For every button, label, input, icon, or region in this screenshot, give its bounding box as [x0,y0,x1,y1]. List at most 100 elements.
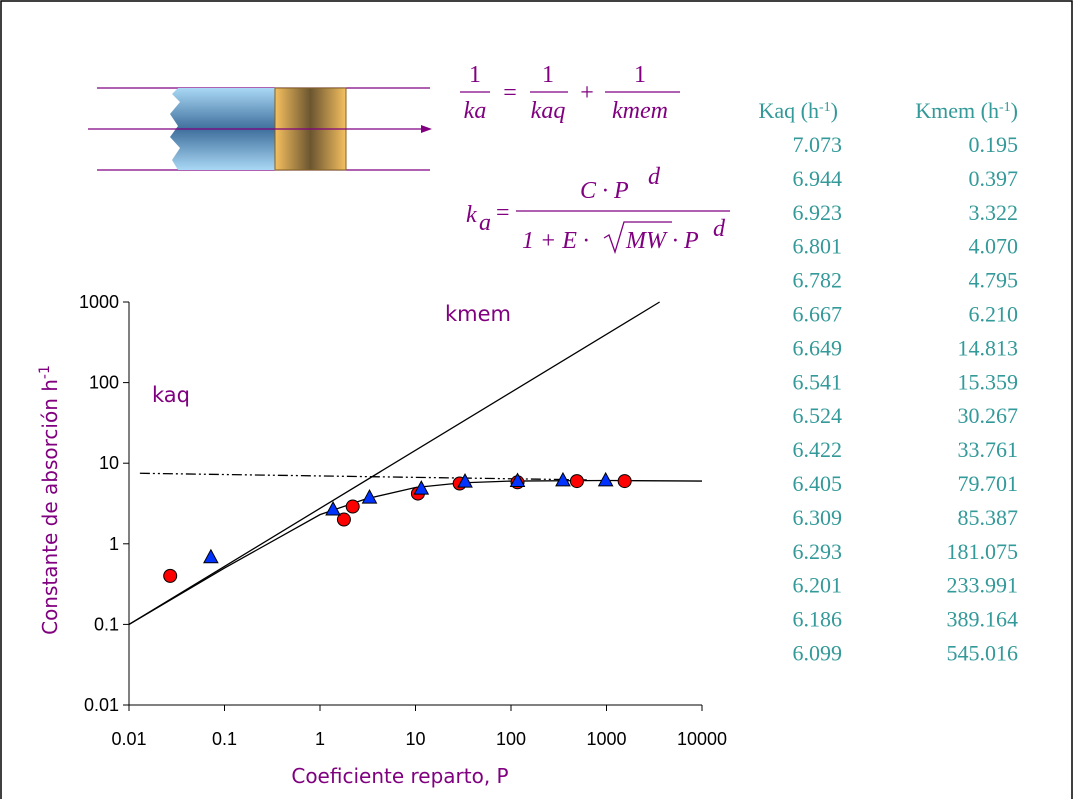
lhs: k [466,202,477,228]
table-cell: 15.359 [958,369,1019,394]
operator: = [503,80,517,106]
table-cell: 6.667 [793,302,843,327]
table-cell: 79.701 [958,471,1019,496]
numerator: 1 [469,62,481,88]
point [555,471,571,487]
table-cell: 6.099 [793,641,843,666]
y-axis-title: Constante de absorción h-1 [37,365,62,635]
table-cell: 6.405 [793,471,843,496]
header-part: ) [831,98,838,123]
x-tick-label: 1 [315,729,325,749]
x-tick-label: 0.01 [111,729,146,749]
table-cell: 14.813 [958,335,1019,360]
table-cell: 6.923 [793,200,843,225]
table-cell: 6.201 [793,573,843,598]
line-series [128,301,660,625]
lhs-sub: a [479,210,491,236]
x-tick-label: 10 [405,729,425,749]
chart: 0.01 0.1 1 10 100 1000 0.01 0.1 1 10 100 1000 10000 C… [37,292,727,788]
operator: + [580,80,594,106]
table-cell: 4.070 [969,234,1019,259]
y-tick-label: 1000 [79,292,119,312]
den-root: MW [625,228,668,254]
x-tick-label: 10000 [677,729,727,749]
table-cell: 7.073 [793,132,843,157]
table-cell: 0.397 [969,166,1019,191]
table-cell: 0.195 [969,132,1019,157]
diagram [88,87,432,171]
table-cell: 6.186 [793,607,843,632]
x-tick-label: 0.1 [212,729,237,749]
point [413,480,430,495]
numerator: C · P [580,178,629,204]
table-cell: 6.309 [793,505,843,530]
table-cell: 6.944 [793,166,843,191]
table-cell: 85.387 [958,505,1019,530]
y-tick-label: 1 [109,534,119,554]
annotation: kaq [152,383,190,407]
den-tail: · P [672,228,699,254]
table-cell: 33.761 [958,437,1019,462]
point [457,473,473,488]
y-tick-label: 100 [89,373,119,393]
table-cell: 233.991 [947,573,1019,598]
column-header: Kmem (h-1) [915,98,1018,123]
header-part: -1 [819,100,831,115]
equation-1: 1 ka 1 kaq 1 kmem = + [460,62,680,124]
line-series [128,479,703,625]
x-tick-label: 100 [496,729,526,749]
denominator: ka [464,98,487,124]
table-cell: 545.016 [947,641,1019,666]
table-cell: 181.075 [947,539,1019,564]
point [361,489,378,504]
den-sup: d [713,216,726,242]
header-part: -1 [999,100,1011,115]
y-tick-label: 0.1 [94,614,119,634]
point [617,474,632,489]
table-cell: 3.322 [969,200,1019,225]
header-part: Kmem (h [915,98,999,123]
table-cell: 6.541 [793,369,843,394]
table-cell: 6.524 [793,403,843,428]
table-cell: 30.267 [958,403,1019,428]
num-sup: d [648,164,661,190]
x-axis-title: Coeficiente reparto, P [291,764,508,788]
y-title-text: Constante de absorción h [38,379,62,635]
table-cell: 6.801 [793,234,843,259]
denominator: kaq [531,98,566,124]
point [509,472,526,488]
point [569,474,584,489]
y-title-sup: -1 [37,365,53,379]
table-cell: 6.210 [969,302,1019,327]
table-cell: 6.293 [793,539,843,564]
point [325,500,341,516]
y-tick-label: 0.01 [84,695,119,715]
denominator: kmem [612,98,668,124]
column-header: Kaq (h-1) [759,98,838,123]
point [163,568,178,583]
table-cell: 4.795 [969,268,1019,293]
table-cell: 389.164 [947,607,1019,632]
equation-2: k a = C · P d 1 + E · MW · P d [466,164,730,255]
table-cell: 6.649 [793,335,843,360]
point [203,548,219,564]
point [345,499,360,514]
x-tick-label: 1000 [586,729,626,749]
annotation: kmem [445,302,511,326]
numerator: 1 [542,62,554,88]
table-cell: 6.422 [793,437,843,462]
point [336,512,351,527]
header-part: ) [1011,98,1018,123]
den-head: 1 + E · [522,228,589,254]
y-tick-label: 10 [99,453,119,473]
point [597,471,614,487]
operator: = [496,200,510,226]
header-part: Kaq (h [759,98,819,123]
table-cell: 6.782 [793,268,843,293]
radical [603,221,672,255]
numerator: 1 [634,62,646,88]
